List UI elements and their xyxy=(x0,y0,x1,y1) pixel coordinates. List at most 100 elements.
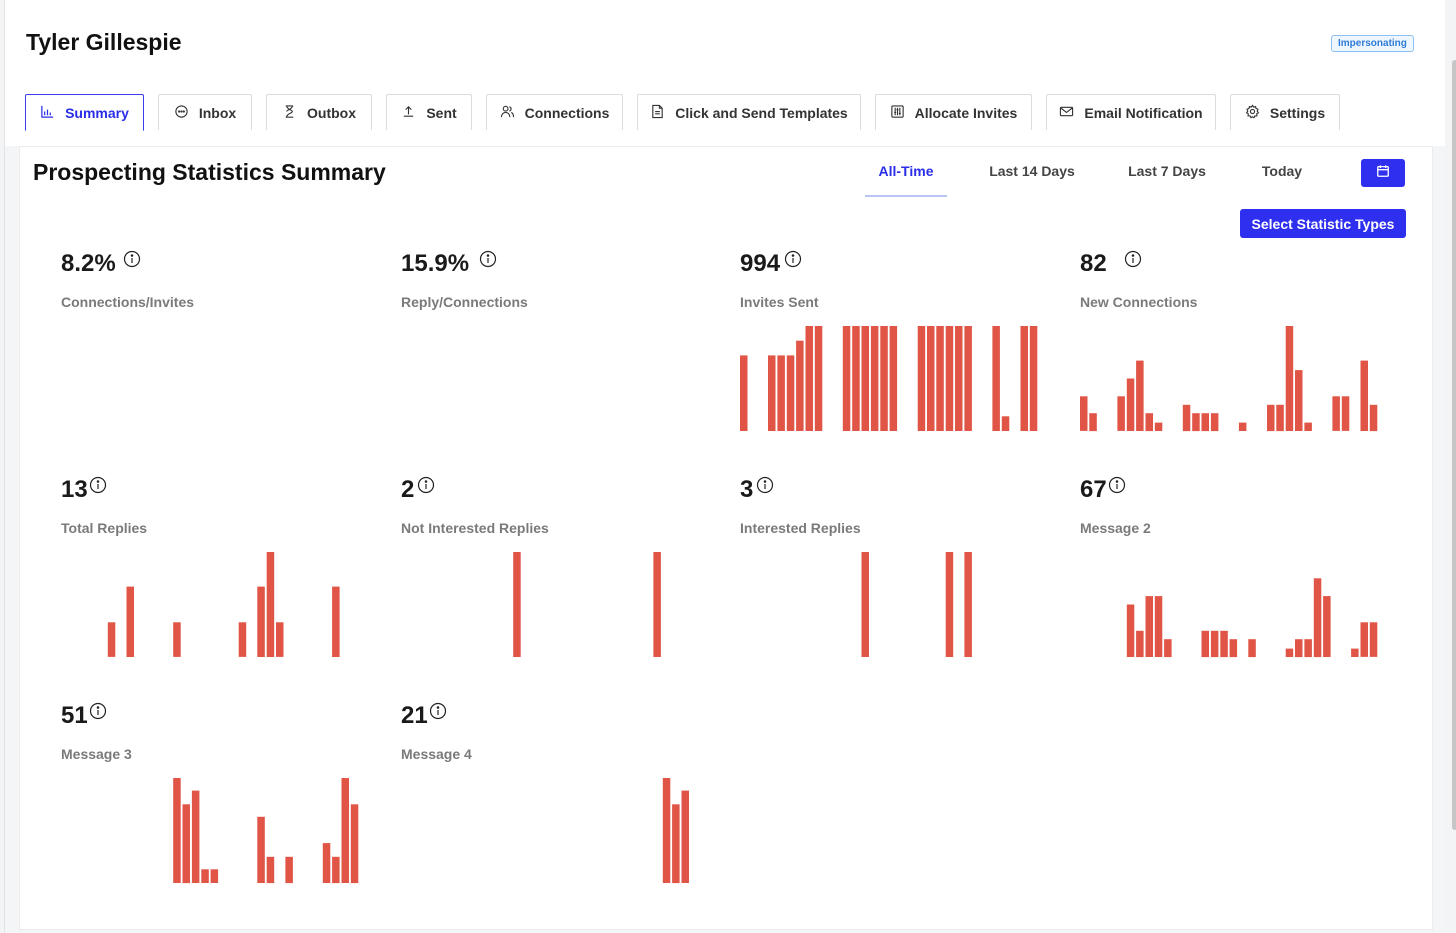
range-today[interactable]: Today xyxy=(1261,163,1303,179)
tab-allocate-invites[interactable]: Allocate Invites xyxy=(875,94,1032,130)
spark-bar xyxy=(1201,630,1209,658)
info-icon[interactable] xyxy=(479,250,497,268)
spark-bar xyxy=(1229,639,1238,658)
spark-bar xyxy=(1304,639,1312,658)
people-icon xyxy=(500,104,515,122)
tab-outbox[interactable]: Outbox xyxy=(266,94,372,130)
spark-bar xyxy=(1201,413,1209,432)
info-icon[interactable] xyxy=(429,702,447,720)
calendar-icon xyxy=(1376,164,1390,183)
envelope-icon xyxy=(1059,104,1074,122)
spark-bar xyxy=(786,355,795,431)
spark-bar xyxy=(1164,639,1172,658)
tab-inbox[interactable]: Inbox xyxy=(158,94,252,130)
spark-bar xyxy=(955,326,963,431)
stat-label: Reply/Connections xyxy=(401,294,528,310)
spark-bar xyxy=(1295,370,1303,431)
tab-label: Click and Send Templates xyxy=(675,104,848,121)
info-icon[interactable] xyxy=(784,250,802,268)
spark-bar xyxy=(1313,578,1322,658)
page-title: Prospecting Statistics Summary xyxy=(33,159,386,185)
tab-connections[interactable]: Connections xyxy=(486,94,623,130)
spark-bar xyxy=(992,326,1000,431)
select-statistic-types-button[interactable]: Select Statistic Types xyxy=(1240,209,1406,238)
stat-label: New Connections xyxy=(1080,294,1198,310)
spark-bar xyxy=(672,804,680,884)
info-icon[interactable] xyxy=(123,250,141,268)
spark-bar xyxy=(1020,326,1028,431)
scrollbar[interactable] xyxy=(1452,60,1456,830)
stat-label: Total Replies xyxy=(61,520,148,536)
spark-bar xyxy=(210,869,219,883)
stat-value: 13 xyxy=(61,476,88,503)
info-icon[interactable] xyxy=(89,702,107,720)
stat-label: Connections/Invites xyxy=(61,294,195,310)
impersonating-badge: Impersonating xyxy=(1331,35,1414,52)
spark-bar xyxy=(927,326,935,431)
tab-click-and-send-templates[interactable]: Click and Send Templates xyxy=(637,94,861,130)
spark-bar xyxy=(341,778,349,883)
spark-bar xyxy=(201,869,209,883)
chat-icon xyxy=(174,104,189,122)
spark-bar xyxy=(1145,413,1153,432)
tab-summary[interactable]: Summary xyxy=(25,94,144,131)
spark-bar xyxy=(238,622,247,657)
spark-bar xyxy=(777,355,785,431)
info-icon[interactable] xyxy=(417,476,435,494)
tab-sent[interactable]: Sent xyxy=(386,94,472,130)
spark-bar xyxy=(1360,360,1368,431)
spark-bar xyxy=(1351,648,1359,657)
spark-bar xyxy=(107,622,116,657)
info-icon[interactable] xyxy=(1124,250,1142,268)
spark-bar xyxy=(662,778,671,883)
spark-bar xyxy=(1182,404,1191,432)
spark-bar xyxy=(1248,639,1256,658)
spark-bar xyxy=(964,552,972,657)
tab-email-notification[interactable]: Email Notification xyxy=(1046,94,1216,130)
stat-value: 8.2% xyxy=(61,250,116,277)
stat-reply-connections: 15.9% Reply/Connections xyxy=(401,250,701,460)
tab-settings[interactable]: Settings xyxy=(1230,94,1340,130)
info-icon[interactable] xyxy=(1108,476,1126,494)
spark-bar xyxy=(1001,416,1010,431)
stat-invites-sent: 994 Invites Sent xyxy=(740,250,1040,460)
spark-bar xyxy=(870,326,879,431)
spark-bar xyxy=(1154,596,1163,657)
tab-label: Allocate Invites xyxy=(914,104,1018,121)
info-icon[interactable] xyxy=(756,476,774,494)
stat-label: Interested Replies xyxy=(740,520,861,536)
date-picker-button[interactable] xyxy=(1361,159,1405,187)
spark-bar xyxy=(861,326,869,431)
spark-bar xyxy=(1126,378,1135,431)
sparkline-chart xyxy=(401,324,701,434)
sparkline-chart xyxy=(61,324,361,434)
stat-label: Message 3 xyxy=(61,746,132,762)
spark-bar xyxy=(332,856,340,884)
sparkline-chart xyxy=(1080,326,1378,432)
spark-bar xyxy=(964,326,972,431)
spark-bar xyxy=(1295,639,1303,658)
spark-bar xyxy=(861,552,869,657)
stat-label: Message 2 xyxy=(1080,520,1151,536)
hourglass-icon xyxy=(282,104,297,122)
stat-new-connections: 82 New Connections xyxy=(1080,250,1380,460)
spark-bar xyxy=(266,856,275,884)
stat-label: Invites Sent xyxy=(740,294,819,310)
range-all-time[interactable]: All-Time xyxy=(865,163,947,197)
spark-bar xyxy=(182,804,190,884)
spark-bar xyxy=(1145,596,1153,657)
spark-bar xyxy=(257,586,265,657)
stat-value: 21 xyxy=(401,702,428,729)
sliders-icon xyxy=(890,104,905,122)
spark-bar xyxy=(1089,413,1097,432)
range-last-7-days[interactable]: Last 7 Days xyxy=(1128,163,1206,179)
spark-bar xyxy=(796,340,804,431)
spark-bar xyxy=(173,622,181,657)
spark-bar xyxy=(814,326,823,431)
stat-message-4: 21 Message 4 xyxy=(401,702,701,912)
info-icon[interactable] xyxy=(89,476,107,494)
user-name: Tyler Gillespie xyxy=(26,29,182,55)
range-last-14-days[interactable]: Last 14 Days xyxy=(989,163,1075,179)
stat-value: 3 xyxy=(740,476,754,503)
spark-bar xyxy=(173,778,181,883)
